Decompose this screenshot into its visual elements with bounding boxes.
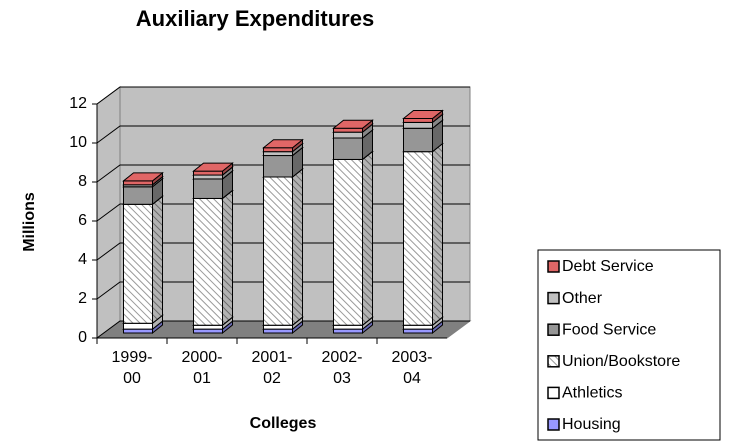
- bar-side-shade: [362, 130, 373, 160]
- bar-side-shade: [362, 120, 373, 133]
- bar-side-shade: [222, 317, 233, 330]
- bar-side-shade: [362, 317, 373, 330]
- bar: [263, 147, 293, 153]
- bar-side-shade: [432, 321, 443, 333]
- legend-label: Athletics: [562, 385, 622, 402]
- bar-side-shade: [222, 190, 233, 326]
- legend-swatch: [547, 323, 560, 336]
- bar-side-shade: [222, 321, 233, 333]
- x-tick-label: 02: [263, 370, 281, 387]
- legend-swatch: [547, 260, 560, 273]
- bar-side-shade: [292, 147, 303, 177]
- bar: [403, 324, 433, 330]
- bar: [263, 151, 293, 157]
- bar: [333, 131, 363, 139]
- y-tick-label: 12: [69, 95, 87, 112]
- bar-side-shade: [292, 321, 303, 333]
- bar: [123, 322, 153, 330]
- bar-side-shade: [362, 124, 373, 138]
- bar-side-shade: [432, 317, 443, 330]
- y-axis-label: Millions: [21, 192, 38, 252]
- y-tick-label: 8: [78, 173, 87, 190]
- legend-label: Other: [562, 290, 603, 307]
- bar-side-shade: [292, 169, 303, 326]
- bar: [123, 186, 153, 205]
- bar: [333, 137, 363, 160]
- x-tick-label: 2003-: [392, 349, 433, 366]
- legend-label: Food Service: [562, 321, 656, 338]
- bar: [403, 127, 433, 153]
- bar: [123, 203, 153, 324]
- bar: [403, 118, 433, 123]
- y-tick-label: 0: [78, 329, 87, 346]
- x-tick-label: 03: [333, 370, 351, 387]
- bar-side-shade: [152, 315, 163, 330]
- bar: [263, 176, 293, 326]
- y-tick-label: 2: [78, 290, 87, 307]
- y-tick-label: 4: [78, 251, 87, 268]
- bar-side-shade: [222, 163, 233, 176]
- bar-side-shade: [222, 167, 233, 179]
- bar: [123, 180, 153, 186]
- bar: [263, 324, 293, 330]
- legend-swatch: [547, 355, 560, 368]
- bar: [403, 328, 433, 334]
- bar: [333, 127, 363, 133]
- bar: [193, 170, 223, 176]
- chart-title: Auxiliary Expenditures: [136, 6, 374, 31]
- bar-top: [262, 139, 304, 149]
- bar-side-shade: [432, 120, 443, 152]
- y-tick-label: 10: [69, 134, 87, 151]
- x-tick-label: 2001-: [252, 349, 293, 366]
- bar-side-shade: [152, 196, 163, 324]
- x-tick-label: 01: [193, 370, 211, 387]
- bar-top: [122, 172, 164, 182]
- bar-side-shade: [432, 143, 443, 326]
- bar: [193, 178, 223, 199]
- legend-swatch: [547, 291, 560, 305]
- bar-side-shade: [362, 321, 373, 333]
- x-tick-label: 2002-: [322, 349, 363, 366]
- bar: [333, 328, 363, 334]
- legend-box: [537, 249, 721, 441]
- bar: [263, 328, 293, 334]
- bar-side-shade: [432, 110, 443, 123]
- bar: [193, 197, 223, 326]
- x-tick-label: 2000-: [182, 349, 223, 366]
- x-axis-label: Colleges: [250, 415, 317, 432]
- bar-side-shade: [292, 143, 303, 156]
- bar: [263, 155, 293, 178]
- bar: [333, 158, 363, 326]
- legend-swatch: [547, 386, 560, 400]
- bar-top: [332, 119, 374, 129]
- bar: [403, 151, 433, 326]
- bar-side-shade: [292, 317, 303, 330]
- legend-label: Union/Bookstore: [562, 353, 680, 370]
- legend-label: Debt Service: [562, 258, 654, 275]
- legend-swatch: [547, 418, 560, 431]
- bar-side-shade: [432, 114, 443, 129]
- bar-side-shade: [152, 172, 163, 185]
- bar-side-shade: [292, 139, 303, 152]
- grid-line: [96, 86, 470, 105]
- bar: [193, 328, 223, 334]
- bar-top: [192, 162, 234, 172]
- bar: [403, 121, 433, 129]
- bar-side-shade: [222, 170, 233, 199]
- x-tick-label: 1999-: [112, 349, 153, 366]
- legend-label: Housing: [562, 416, 621, 433]
- bar: [193, 324, 223, 330]
- bar: [333, 324, 363, 330]
- x-tick-label: 04: [403, 370, 421, 387]
- bar-side-shade: [362, 151, 373, 326]
- x-tick-label: 00: [123, 370, 141, 387]
- bar: [123, 328, 153, 334]
- bar-side-shade: [152, 321, 163, 333]
- bar-top: [402, 110, 444, 119]
- y-tick-label: 6: [78, 212, 87, 229]
- bar: [193, 174, 223, 180]
